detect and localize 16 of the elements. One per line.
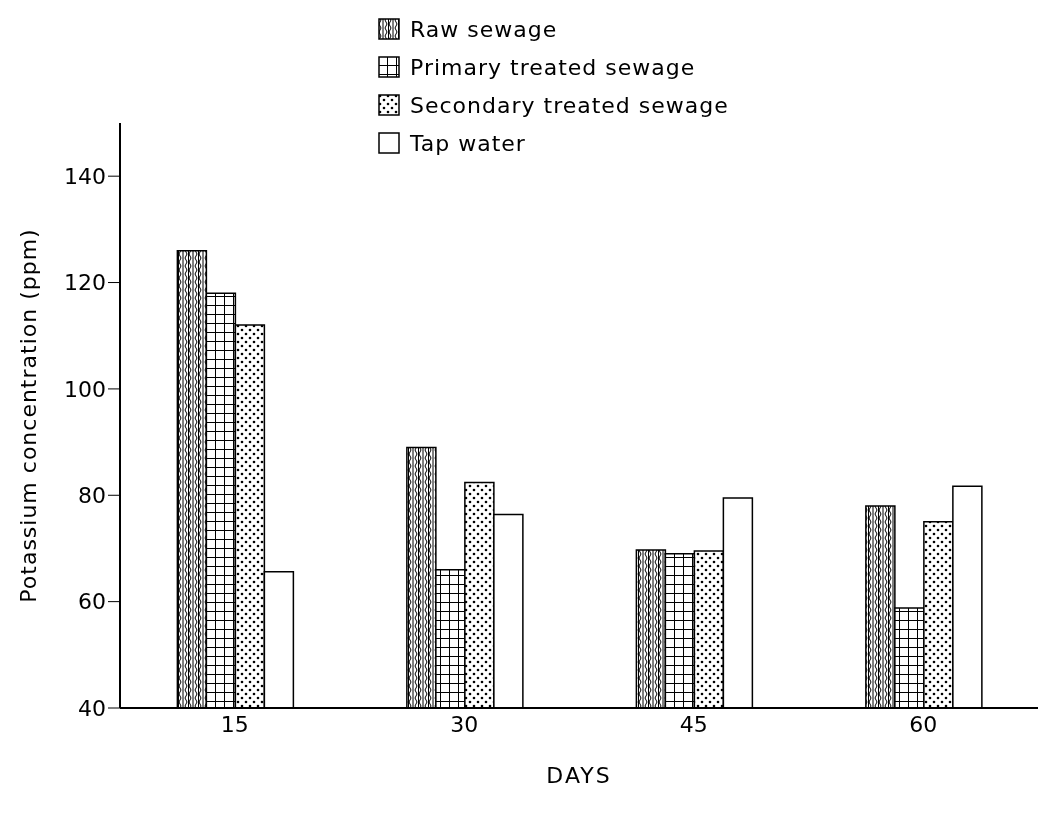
x-axis-title: DAYS	[546, 763, 612, 788]
y-tick-label: 120	[64, 270, 106, 296]
y-axis-title: Potassium concentration (ppm)	[15, 228, 41, 603]
legend-label: Secondary treated sewage	[410, 92, 729, 118]
y-tick-label: 80	[78, 483, 106, 509]
x-tick-label: 15	[220, 711, 249, 737]
x-tick-label: 60	[909, 711, 938, 737]
y-tick-label: 60	[78, 589, 106, 615]
x-tick-label: 45	[679, 711, 708, 737]
y-tick-label: 40	[78, 695, 106, 721]
legend-label: Primary treated sewage	[410, 54, 696, 80]
legend-label: Raw sewage	[410, 16, 558, 42]
y-tick-label: 100	[64, 376, 106, 402]
x-tick-label: 30	[450, 711, 479, 737]
legend-label: Tap water	[410, 130, 526, 156]
y-tick-label: 140	[64, 163, 106, 189]
